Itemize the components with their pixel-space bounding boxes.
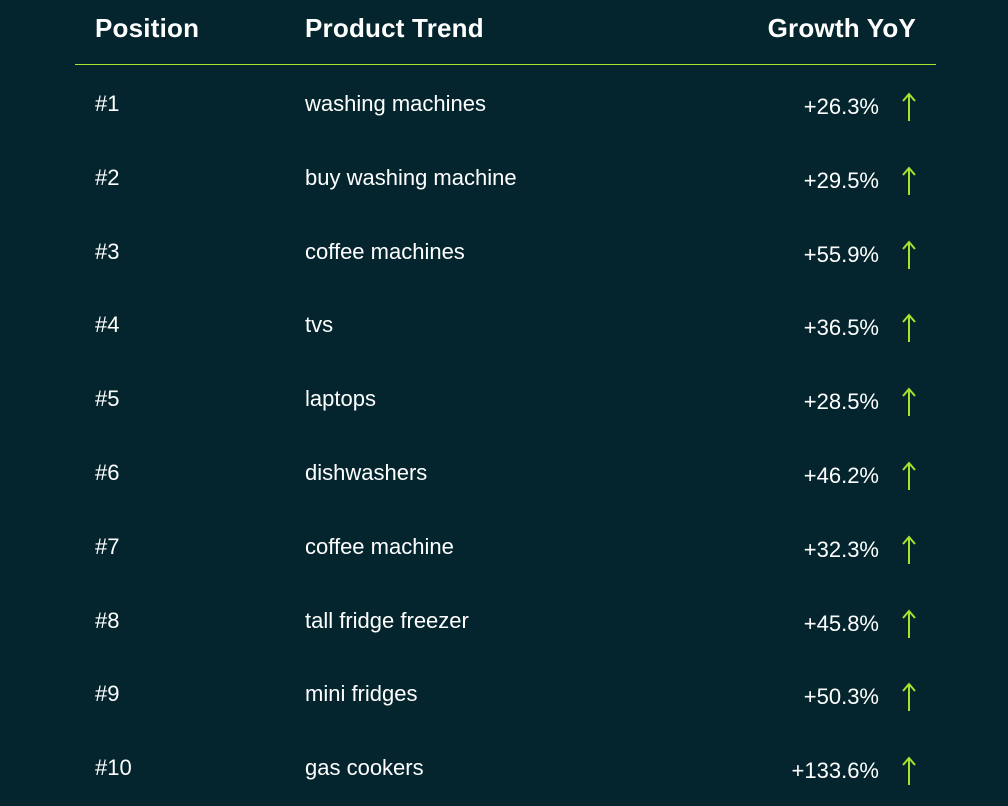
growth-cell: +50.3% [803,684,879,710]
header-product-trend: Product Trend [305,13,484,43]
product-trend-cell: laptops [305,386,376,412]
product-trend-cell: dishwashers [305,459,428,485]
table-row: #6 dishwashers +46.2% [75,434,936,508]
table-row: #8 tall fridge freezer +45.8% [75,582,936,656]
position-cell: #10 [95,755,132,781]
arrow-up-icon [902,313,916,343]
product-trend-cell: buy washing machine [305,164,517,190]
header-position: Position [95,13,200,43]
position-cell: #8 [95,607,120,633]
position-cell: #6 [95,459,120,485]
arrow-up-icon [902,92,916,121]
table-row: #4 tvs +36.5% [75,286,936,360]
growth-cell: +26.3% [803,94,879,119]
product-trend-cell: gas cookers [305,755,424,781]
table-row: #10 gas cookers +133.6% [75,729,936,803]
growth-cell: +133.6% [791,758,879,784]
growth-cell: +28.5% [803,389,879,415]
table-row: #3 coffee machines +55.9% [75,213,936,287]
table-body: #1 washing machines +26.3% #2 buy washin… [75,65,936,803]
arrow-up-icon [902,535,916,564]
table-row: #9 mini fridges +50.3% [75,655,936,729]
position-cell: #7 [95,533,120,559]
table-row: #5 laptops +28.5% [75,360,936,434]
growth-cell: +32.3% [803,536,879,562]
product-trend-cell: tvs [305,312,334,338]
arrow-up-icon [902,756,916,786]
arrow-up-icon [902,682,916,712]
position-cell: #9 [95,681,120,707]
product-trend-cell: tall fridge freezer [305,607,469,633]
growth-cell: +29.5% [803,167,879,193]
product-trend-cell: coffee machine [305,533,454,559]
position-cell: #3 [95,238,120,264]
arrow-up-icon [902,609,916,638]
growth-cell: +36.5% [803,315,879,341]
table-row: #7 coffee machine +32.3% [75,508,936,582]
arrow-up-icon [902,461,916,490]
position-cell: #5 [95,386,120,412]
arrow-up-icon [902,240,916,269]
product-trend-cell: mini fridges [305,681,418,707]
header-growth-yoy: Growth YoY [767,13,916,43]
position-cell: #1 [95,91,120,116]
arrow-up-icon [902,387,916,417]
growth-cell: +45.8% [803,610,879,636]
position-cell: #4 [95,312,120,338]
product-trend-cell: coffee machines [305,238,465,264]
growth-cell: +55.9% [803,241,879,267]
growth-cell: +46.2% [803,462,879,488]
table-row: #2 buy washing machine +29.5% [75,139,936,213]
table-header: Position Product Trend Growth YoY [75,0,936,65]
position-cell: #2 [95,164,120,190]
arrow-up-icon [902,166,916,195]
table-row: #1 washing machines +26.3% [75,65,936,139]
trend-table: Position Product Trend Growth YoY #1 was… [75,0,936,806]
product-trend-cell: washing machines [305,91,486,116]
